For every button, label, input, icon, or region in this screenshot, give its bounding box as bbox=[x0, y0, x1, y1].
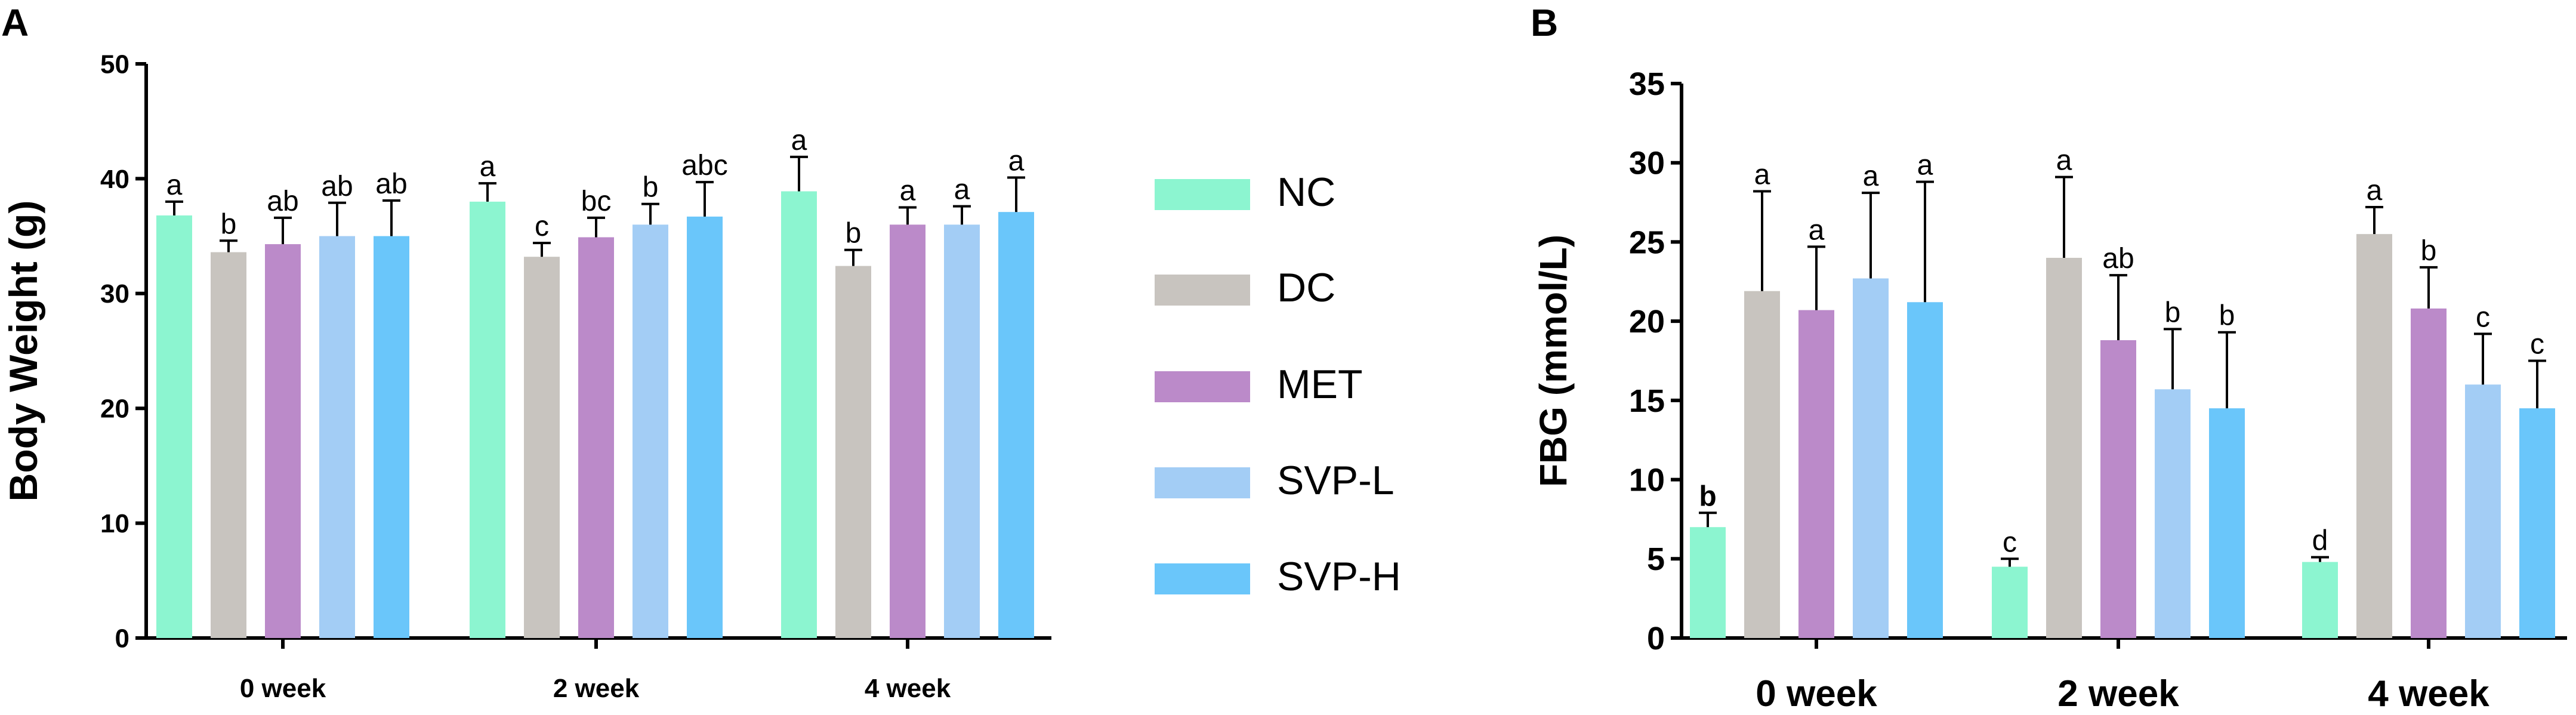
chart-a-4-week-met-bar bbox=[890, 224, 925, 638]
chart-b-y-tick-label-10: 10 bbox=[1629, 462, 1665, 498]
chart-b-y-tick-label-25: 25 bbox=[1629, 224, 1665, 260]
panel-a-label: A bbox=[1, 1, 29, 44]
chart-a-0-week-met-bar bbox=[265, 244, 301, 638]
chart-a-y-tick-label-10: 10 bbox=[100, 509, 129, 538]
chart-fbg: 0 5 10 15 20 25 30 35 FBG (mmol/L) b a a a a 0 week c a a… bbox=[1532, 66, 2567, 714]
chart-b-0-week-dc-bar bbox=[1744, 291, 1780, 638]
chart-a-2-week-nc-bar bbox=[470, 201, 505, 638]
chart-a-y-tick-label-0: 0 bbox=[115, 624, 129, 653]
chart-a-0-week-svp-l-significance-letter: ab bbox=[321, 171, 353, 202]
chart-b-x-tick-label-2-week: 2 week bbox=[2057, 673, 2179, 714]
legend-swatch-svp-l bbox=[1155, 467, 1250, 498]
chart-a-0-week-dc-bar bbox=[211, 252, 246, 638]
chart-b-4-week-svp-h-significance-letter: c bbox=[2530, 329, 2544, 360]
legend-label-svp-h: SVP-H bbox=[1277, 554, 1401, 599]
legend-label-svp-l: SVP-L bbox=[1277, 458, 1395, 503]
chart-a-0-week-svp-h-bar bbox=[374, 236, 409, 639]
chart-b-2-week-dc-bar bbox=[2046, 257, 2082, 638]
chart-b-0-week-svp-h-bar bbox=[1907, 302, 1943, 638]
chart-a-4-week-svp-l-bar bbox=[944, 224, 980, 638]
chart-a-0-week-nc-bar bbox=[156, 215, 192, 638]
chart-a-2-week-nc-significance-letter: a bbox=[480, 151, 496, 183]
legend-swatch-nc bbox=[1155, 179, 1250, 210]
chart-b-x-tick-label-4-week: 4 week bbox=[2368, 673, 2489, 714]
legend-swatch-dc bbox=[1155, 275, 1250, 306]
chart-a-y-tick-label-30: 30 bbox=[100, 279, 129, 309]
chart-a-4-week-svp-h-significance-letter: a bbox=[1008, 145, 1025, 177]
chart-b-4-week-dc-significance-letter: a bbox=[2367, 175, 2383, 207]
chart-b-2-week-dc-significance-letter: a bbox=[2056, 145, 2072, 177]
chart-a-4-week-met-significance-letter: a bbox=[900, 175, 916, 207]
chart-b-y-axis-title: FBG (mmol/L) bbox=[1532, 235, 1575, 487]
chart-b-4-week-svp-l-bar bbox=[2465, 384, 2501, 638]
chart-b-0-week-svp-l-bar bbox=[1853, 278, 1889, 638]
legend-swatch-svp-h bbox=[1155, 563, 1250, 594]
legend: NC DC MET SVP-L SVP-H bbox=[1155, 169, 1401, 599]
chart-a-0-week-svp-l-bar bbox=[319, 236, 355, 639]
chart-b-y-tick-label-15: 15 bbox=[1629, 383, 1665, 419]
chart-a-0-week-dc-significance-letter: b bbox=[221, 208, 237, 240]
chart-a-4-week-svp-l-significance-letter: a bbox=[954, 174, 970, 206]
chart-b-2-week-met-significance-letter: ab bbox=[2102, 243, 2134, 275]
chart-a-0-week-svp-h-significance-letter: ab bbox=[375, 168, 407, 200]
chart-a-2-week-dc-significance-letter: c bbox=[535, 211, 549, 242]
chart-b-4-week-dc-bar bbox=[2356, 234, 2392, 639]
chart-b-2-week-nc-significance-letter: c bbox=[2003, 526, 2017, 558]
chart-b-4-week-met-bar bbox=[2411, 308, 2447, 638]
chart-a-4-week-dc-bar bbox=[835, 266, 871, 638]
chart-a-2-week-svp-h-bar bbox=[687, 216, 723, 639]
chart-a-2-week-svp-h-significance-letter: abc bbox=[681, 150, 727, 181]
chart-a-x-tick-label-0-week: 0 week bbox=[240, 674, 326, 703]
chart-a-y-axis-title: Body Weight (g) bbox=[1, 201, 45, 502]
legend-label-met: MET bbox=[1277, 362, 1363, 407]
chart-a-x-tick-label-4-week: 4 week bbox=[865, 674, 951, 703]
chart-a-4-week-svp-h-bar bbox=[998, 212, 1034, 638]
legend-label-nc: NC bbox=[1277, 169, 1335, 215]
chart-a-y-tick-label-40: 40 bbox=[100, 165, 129, 194]
chart-b-0-week-met-significance-letter: a bbox=[1809, 214, 1825, 246]
chart-b-y-tick-label-0: 0 bbox=[1647, 621, 1665, 657]
chart-b-0-week-svp-l-significance-letter: a bbox=[1863, 161, 1879, 192]
chart-a-4-week-dc-significance-letter: b bbox=[846, 218, 862, 249]
chart-b-2-week-svp-h-bar bbox=[2209, 408, 2245, 638]
chart-b-4-week-nc-bar bbox=[2302, 562, 2338, 638]
chart-a-2-week-dc-bar bbox=[524, 257, 560, 638]
chart-b-0-week-met-bar bbox=[1798, 310, 1834, 638]
chart-a-2-week-svp-l-bar bbox=[633, 224, 668, 638]
chart-b-4-week-svp-h-bar bbox=[2519, 408, 2555, 638]
chart-b-0-week-nc-significance-letter: b bbox=[1699, 480, 1716, 512]
chart-b-0-week-nc-bar bbox=[1690, 527, 1726, 638]
chart-a-4-week-nc-significance-letter: a bbox=[791, 125, 807, 156]
chart-b-0-week-dc-significance-letter: a bbox=[1754, 159, 1770, 190]
chart-b-2-week-svp-l-significance-letter: b bbox=[2165, 297, 2181, 328]
chart-a-x-tick-label-2-week: 2 week bbox=[553, 674, 640, 703]
chart-b-2-week-svp-h-significance-letter: b bbox=[2219, 300, 2235, 332]
legend-swatch-met bbox=[1155, 371, 1250, 402]
chart-b-y-tick-label-20: 20 bbox=[1629, 304, 1665, 340]
chart-a-y-tick-label-20: 20 bbox=[100, 395, 129, 424]
chart-a-2-week-met-bar bbox=[578, 237, 614, 638]
chart-b-y-tick-label-30: 30 bbox=[1629, 146, 1665, 181]
chart-b-2-week-svp-l-bar bbox=[2155, 389, 2191, 638]
chart-a-0-week-met-significance-letter: ab bbox=[267, 186, 298, 217]
chart-b-2-week-nc-bar bbox=[1992, 566, 2028, 638]
chart-a-2-week-met-significance-letter: bc bbox=[581, 186, 612, 217]
legend-label-dc: DC bbox=[1277, 265, 1335, 310]
chart-b-x-tick-label-0-week: 0 week bbox=[1756, 673, 1877, 714]
chart-a-0-week-nc-significance-letter: a bbox=[166, 169, 183, 201]
panel-b-label: B bbox=[1531, 1, 1558, 44]
chart-a-y-tick-label-50: 50 bbox=[100, 50, 129, 79]
chart-b-y-tick-label-35: 35 bbox=[1629, 66, 1665, 102]
chart-a-4-week-nc-bar bbox=[781, 191, 817, 639]
chart-b-4-week-nc-significance-letter: d bbox=[2312, 525, 2328, 557]
chart-b-4-week-svp-l-significance-letter: c bbox=[2476, 301, 2490, 333]
chart-a-2-week-svp-l-significance-letter: b bbox=[643, 172, 659, 204]
chart-b-0-week-svp-h-significance-letter: a bbox=[1917, 150, 1933, 181]
chart-b-2-week-met-bar bbox=[2100, 340, 2136, 638]
chart-b-y-tick-label-5: 5 bbox=[1647, 541, 1665, 577]
chart-b-4-week-met-significance-letter: b bbox=[2421, 235, 2437, 267]
